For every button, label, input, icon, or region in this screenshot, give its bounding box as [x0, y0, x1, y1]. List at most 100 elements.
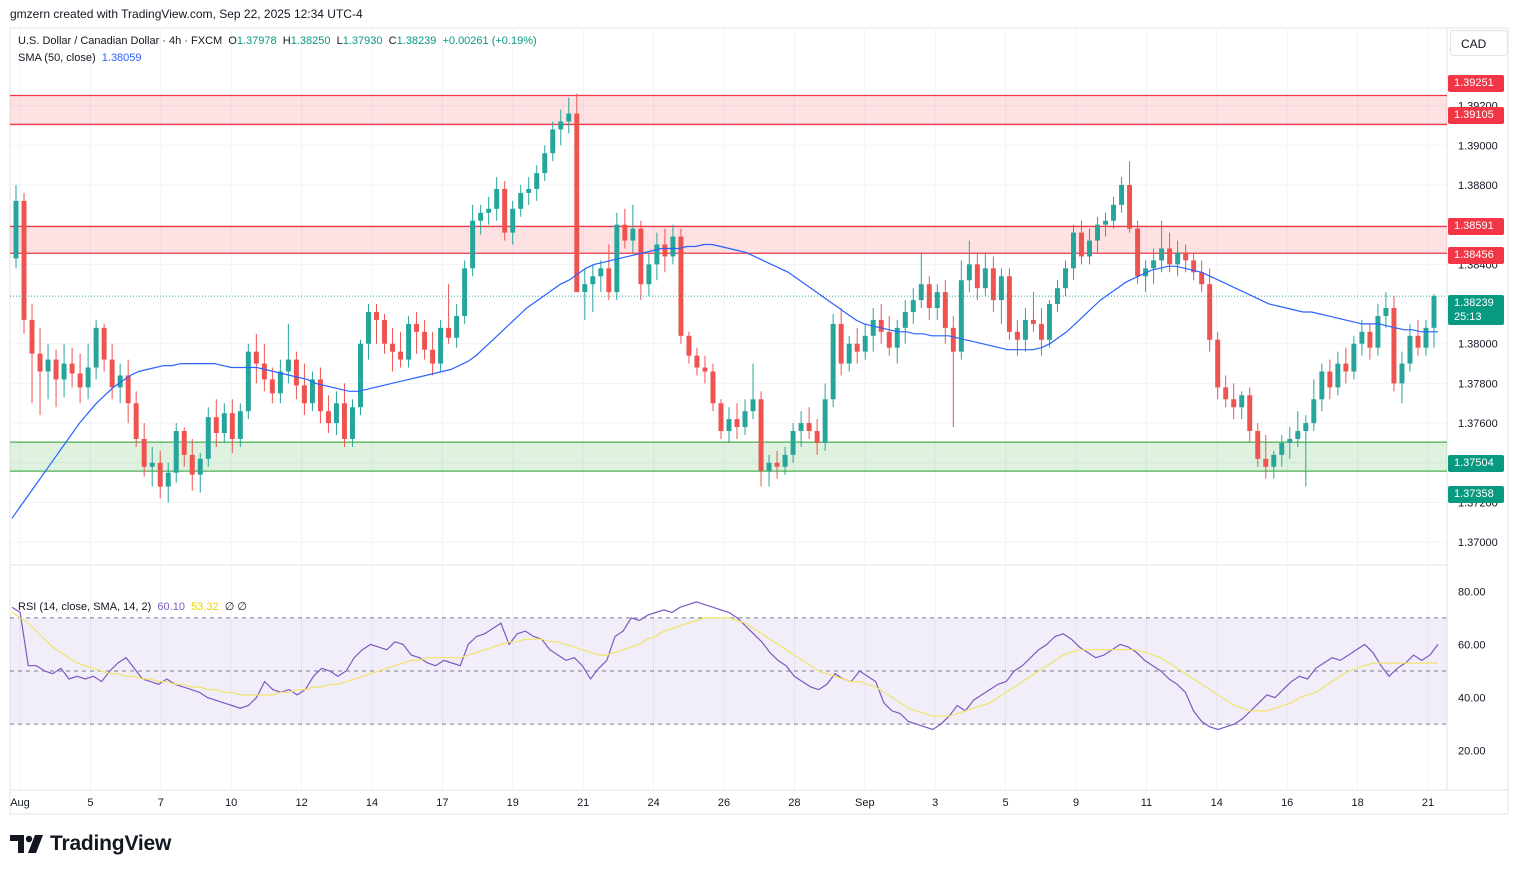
price-tick-label: 1.37000 [1458, 537, 1498, 549]
candle-body [1247, 395, 1253, 432]
candle-body [678, 236, 684, 336]
candle-body [1399, 363, 1405, 384]
candle-body [726, 419, 732, 432]
time-tick-label: 11 [1141, 797, 1152, 809]
rsi-tick-label: 60.00 [1458, 639, 1486, 651]
candle-body [1199, 272, 1205, 285]
candle-body [422, 331, 428, 350]
candle-body [742, 411, 748, 428]
candle-body [1014, 331, 1020, 340]
candle-body [1223, 387, 1229, 400]
candle-body [622, 224, 628, 241]
candle-body [598, 268, 604, 277]
time-tick-label: 9 [1073, 797, 1079, 809]
candle-body [1175, 252, 1181, 265]
axes: 1.370001.372001.374001.376001.378001.380… [10, 101, 1498, 809]
candle-body [558, 121, 564, 130]
candle-body [1391, 308, 1397, 384]
candle-body [269, 379, 275, 394]
time-tick-label: 7 [158, 797, 164, 809]
candle-body [366, 311, 371, 344]
candle-body [446, 327, 452, 338]
candle-body [590, 276, 596, 285]
change-value: +0.00261 (+0.19%) [442, 35, 537, 47]
candle-body [894, 327, 900, 348]
candle-body [534, 173, 540, 189]
candle-body [1006, 276, 1012, 332]
candle-body [53, 359, 59, 380]
time-tick-label: 3 [932, 797, 938, 809]
candle-body [414, 323, 420, 332]
open-label: O [228, 35, 237, 47]
candle-body [221, 413, 227, 434]
close-label: C [388, 35, 397, 47]
candle-body [165, 472, 171, 487]
candle-body [1215, 339, 1221, 388]
price-zones [10, 94, 1447, 472]
candle-body [926, 284, 932, 309]
candle-body [806, 423, 812, 432]
time-tick-label: 16 [1281, 797, 1293, 809]
sma-layer [11, 243, 1438, 519]
candle-body [990, 268, 996, 301]
time-tick-label: 26 [718, 797, 730, 809]
candle-body [1062, 268, 1068, 289]
candle-body [1287, 438, 1293, 443]
tradingview-logo[interactable]: TradingView [10, 832, 171, 856]
candle-body [654, 244, 660, 265]
rsi-legend: RSI (14, close, SMA, 14, 2) 60.10 53.32 … [18, 600, 247, 613]
candle-body [814, 431, 820, 443]
candle-body [1231, 399, 1237, 408]
zone-green [10, 442, 1447, 472]
candle-body [1127, 184, 1133, 229]
rsi-tick-label: 20.00 [1458, 746, 1486, 758]
candle-body [758, 399, 764, 471]
time-tick-label: 10 [225, 797, 237, 809]
candle-body [1383, 308, 1389, 316]
candle-body [966, 264, 972, 281]
time-tick-label: 21 [577, 797, 589, 809]
candle-body [982, 268, 988, 289]
candle-body [1367, 331, 1373, 348]
candle-body [1239, 395, 1245, 408]
rsi-tick-label: 40.00 [1458, 693, 1486, 705]
candle-body [325, 411, 331, 424]
candle-body [93, 327, 99, 368]
time-tick-label: Aug [10, 797, 30, 809]
currency-button[interactable]: CAD [1450, 30, 1508, 56]
candle-body [1079, 232, 1084, 257]
low-label: L [336, 35, 343, 47]
candle-body [686, 335, 692, 356]
candle-body [638, 228, 644, 285]
candle-body [406, 323, 412, 360]
candle-body [750, 399, 756, 412]
rsi-tick-label: 80.00 [1458, 586, 1486, 598]
candle-body [21, 200, 27, 320]
candle-body [606, 268, 612, 293]
candle-body [1183, 252, 1189, 261]
rsi-line [11, 601, 1439, 731]
candle-body [1207, 284, 1213, 340]
candle-body [942, 292, 948, 328]
candle-body [1375, 315, 1381, 348]
candle-body [734, 419, 740, 428]
candle-body [293, 359, 299, 386]
candle-body [854, 343, 860, 352]
candle-body [566, 113, 572, 122]
candle-body [670, 236, 676, 257]
zone-green-high-tag: 1.37504 [1448, 455, 1504, 472]
candle-body [1095, 224, 1101, 241]
zone-red [10, 95, 1447, 125]
rsi-value: 60.10 [157, 601, 185, 613]
chart-canvas[interactable]: 1.370001.372001.374001.376001.378001.380… [0, 0, 1519, 820]
time-tick-label: Sep [855, 797, 875, 809]
candle-body [1423, 327, 1429, 348]
candle-body [510, 208, 516, 233]
candle-body [374, 311, 379, 320]
candle-body [349, 407, 355, 439]
price-tick-label: 1.38000 [1458, 339, 1498, 351]
candle-body [301, 385, 307, 404]
time-tick-label: 18 [1351, 797, 1363, 809]
candle-body [197, 458, 203, 475]
candle-body [1407, 335, 1413, 364]
